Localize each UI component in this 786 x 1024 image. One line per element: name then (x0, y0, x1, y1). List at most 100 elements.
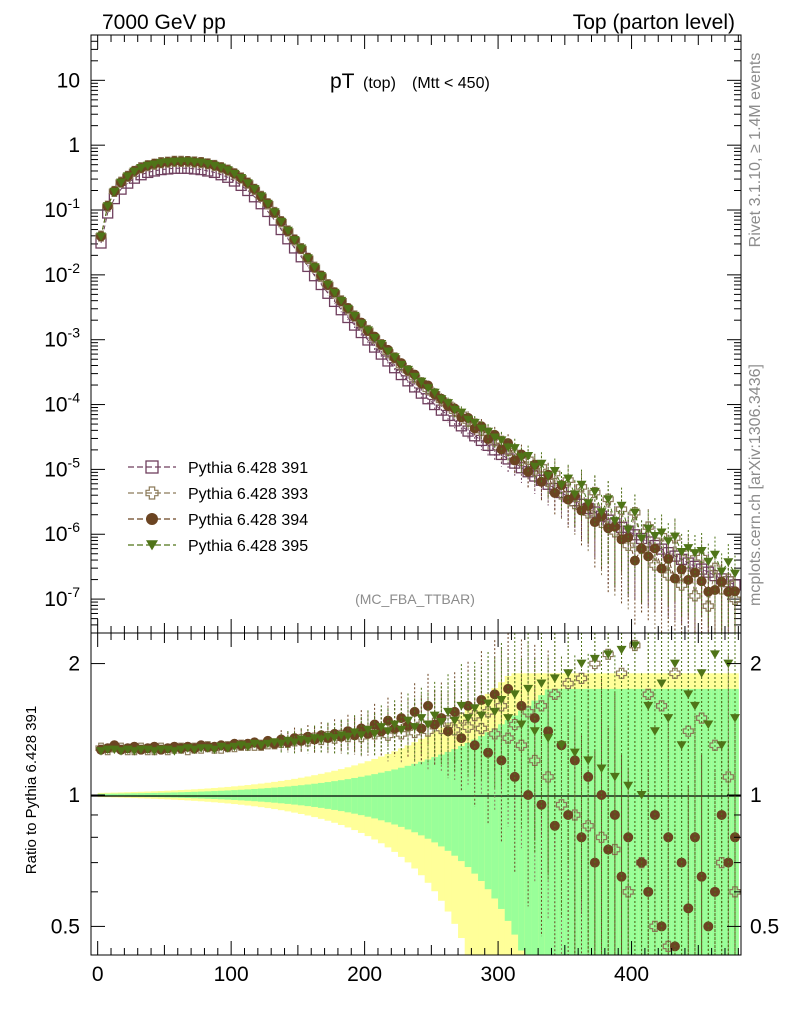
main-point (289, 236, 300, 245)
main-point (302, 254, 313, 263)
ratio-point (229, 742, 240, 752)
ratio-inner-band (144, 793, 152, 797)
main-point (523, 451, 534, 461)
ratio-point (256, 741, 267, 750)
main-point (709, 550, 720, 560)
ratio-point (663, 714, 674, 723)
ratio-inner-band (271, 787, 279, 803)
ratio-point (443, 707, 454, 717)
ratio-point (376, 723, 387, 732)
main-point (689, 590, 701, 602)
main-point (676, 564, 687, 575)
main-point (382, 347, 393, 356)
main-panel: 10 1 10-1 10-2 10-3 10-4 10-5 10-6 10-7 pT (top)… (44, 34, 742, 634)
ratio-point (462, 721, 474, 733)
ratio-point (476, 711, 487, 721)
ratio-inner-band (317, 782, 326, 808)
main-point (723, 558, 734, 567)
ratio-point (349, 728, 360, 738)
ratio-point (709, 739, 721, 751)
main-point (556, 481, 567, 490)
main-point (656, 528, 667, 538)
main-series-0 (95, 162, 741, 633)
ratio-inner-band (304, 784, 312, 807)
ratio-point (616, 871, 627, 882)
main-point (296, 244, 307, 254)
ratio-inner-band (117, 793, 125, 797)
ratio-inner-band (191, 791, 199, 799)
ratio-inner-band (431, 757, 439, 843)
x-tick-label: 100 (214, 963, 249, 986)
ratio-y-tick-label-right: 0.5 (750, 915, 779, 938)
main-y-tick-label: 10-7 (44, 584, 80, 611)
ratio-point (542, 771, 554, 783)
ratio-point (289, 738, 300, 747)
main-point (316, 272, 327, 281)
main-point (269, 208, 280, 217)
main-series-3 (96, 157, 740, 633)
ratio-point (549, 688, 561, 700)
ratio-point (209, 745, 220, 755)
main-point (649, 543, 660, 554)
ratio-inner-band (204, 791, 212, 799)
ratio-inner-band (518, 710, 526, 951)
legend-entry: Pythia 6.428 394 (128, 512, 308, 529)
main-point (702, 600, 714, 612)
main-point (729, 586, 740, 597)
ratio-point (416, 714, 427, 723)
ratio-inner-band (458, 746, 466, 862)
ratio-point (729, 714, 740, 723)
ratio-point (696, 712, 708, 724)
legend-marker (145, 460, 159, 474)
ratio-inner-band (418, 761, 426, 836)
main-point (569, 490, 580, 499)
ratio-point (683, 903, 694, 914)
ratio-point (543, 734, 554, 743)
main-point (416, 377, 427, 387)
main-point (603, 495, 614, 504)
ratio-point (589, 657, 601, 670)
ratio-point (496, 696, 507, 705)
ratio-point (576, 659, 587, 669)
title-main: pT (330, 70, 355, 93)
main-point (689, 549, 700, 558)
ratio-point (556, 741, 567, 750)
main-point (116, 178, 127, 188)
main-point (169, 157, 180, 167)
main-point (729, 593, 741, 605)
legend-label: Pythia 6.428 395 (188, 538, 308, 555)
main-point (583, 499, 594, 508)
ratio-point (683, 690, 694, 699)
main-point (429, 388, 440, 398)
main-y-tick-label: 1 (68, 134, 80, 157)
main-point (683, 544, 694, 553)
ratio-point (369, 729, 380, 739)
main-point (663, 553, 674, 564)
ratio-point (276, 739, 287, 749)
main-point (629, 555, 640, 566)
ratio-point (629, 641, 640, 651)
ratio-point (463, 714, 474, 723)
main-point (276, 217, 287, 227)
ratio-point (535, 700, 548, 712)
main-point (436, 395, 447, 404)
ratio-inner-band (211, 791, 219, 800)
main-point (722, 573, 734, 585)
ratio-point (102, 745, 113, 755)
header-left-text: 7000 GeV pp (102, 11, 226, 34)
main-point (609, 521, 620, 532)
ratio-point (596, 789, 607, 800)
ratio-point (382, 727, 393, 736)
ratio-point (555, 799, 568, 811)
ratio-point (682, 725, 694, 737)
ratio-point (529, 754, 541, 767)
main-point (222, 166, 233, 175)
main-point (443, 399, 454, 408)
ratio-point (655, 700, 668, 712)
ratio-point (502, 732, 514, 744)
ratio-inner-band (397, 767, 406, 827)
main-point (389, 353, 400, 362)
plot-title: pT (top) (Mtt < 450) (330, 70, 490, 93)
ratio-inner-band (451, 749, 459, 856)
main-y-tick-label: 10-1 (44, 195, 80, 222)
